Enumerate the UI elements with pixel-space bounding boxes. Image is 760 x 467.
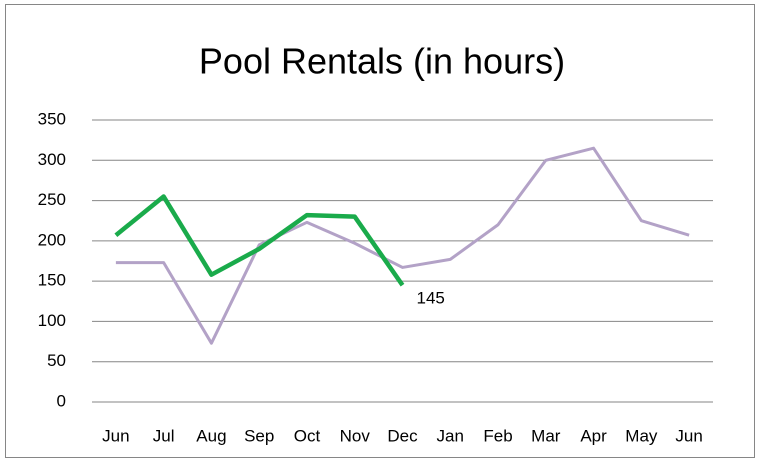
x-tick-label: Dec <box>387 426 418 445</box>
x-tick-label: Apr <box>580 426 607 445</box>
y-tick-label: 150 <box>38 271 66 290</box>
x-tick-label: Mar <box>531 426 561 445</box>
series-line <box>114 194 405 287</box>
x-tick-label: Oct <box>294 426 321 445</box>
series-line <box>115 146 690 345</box>
y-tick-label: 50 <box>47 351 66 370</box>
y-tick-label: 250 <box>38 190 66 209</box>
x-tick-label: Feb <box>483 426 512 445</box>
x-tick-label: Jul <box>153 426 175 445</box>
y-tick-label: 0 <box>57 391 66 410</box>
x-tick-label: Sep <box>244 426 274 445</box>
y-tick-label: 300 <box>38 150 66 169</box>
y-tick-label: 100 <box>38 311 66 330</box>
y-tick-label: 200 <box>38 230 66 249</box>
x-tick-label: Jun <box>675 426 702 445</box>
chart-title: Pool Rentals (in hours) <box>199 41 565 82</box>
x-tick-label: Jun <box>102 426 129 445</box>
x-tick-label: Aug <box>196 426 226 445</box>
data-label: 145 <box>417 289 445 308</box>
y-tick-label: 350 <box>38 109 66 128</box>
x-tick-label: Nov <box>340 426 371 445</box>
x-tick-label: May <box>625 426 658 445</box>
x-tick-label: Jan <box>437 426 464 445</box>
chart-border <box>5 4 755 458</box>
